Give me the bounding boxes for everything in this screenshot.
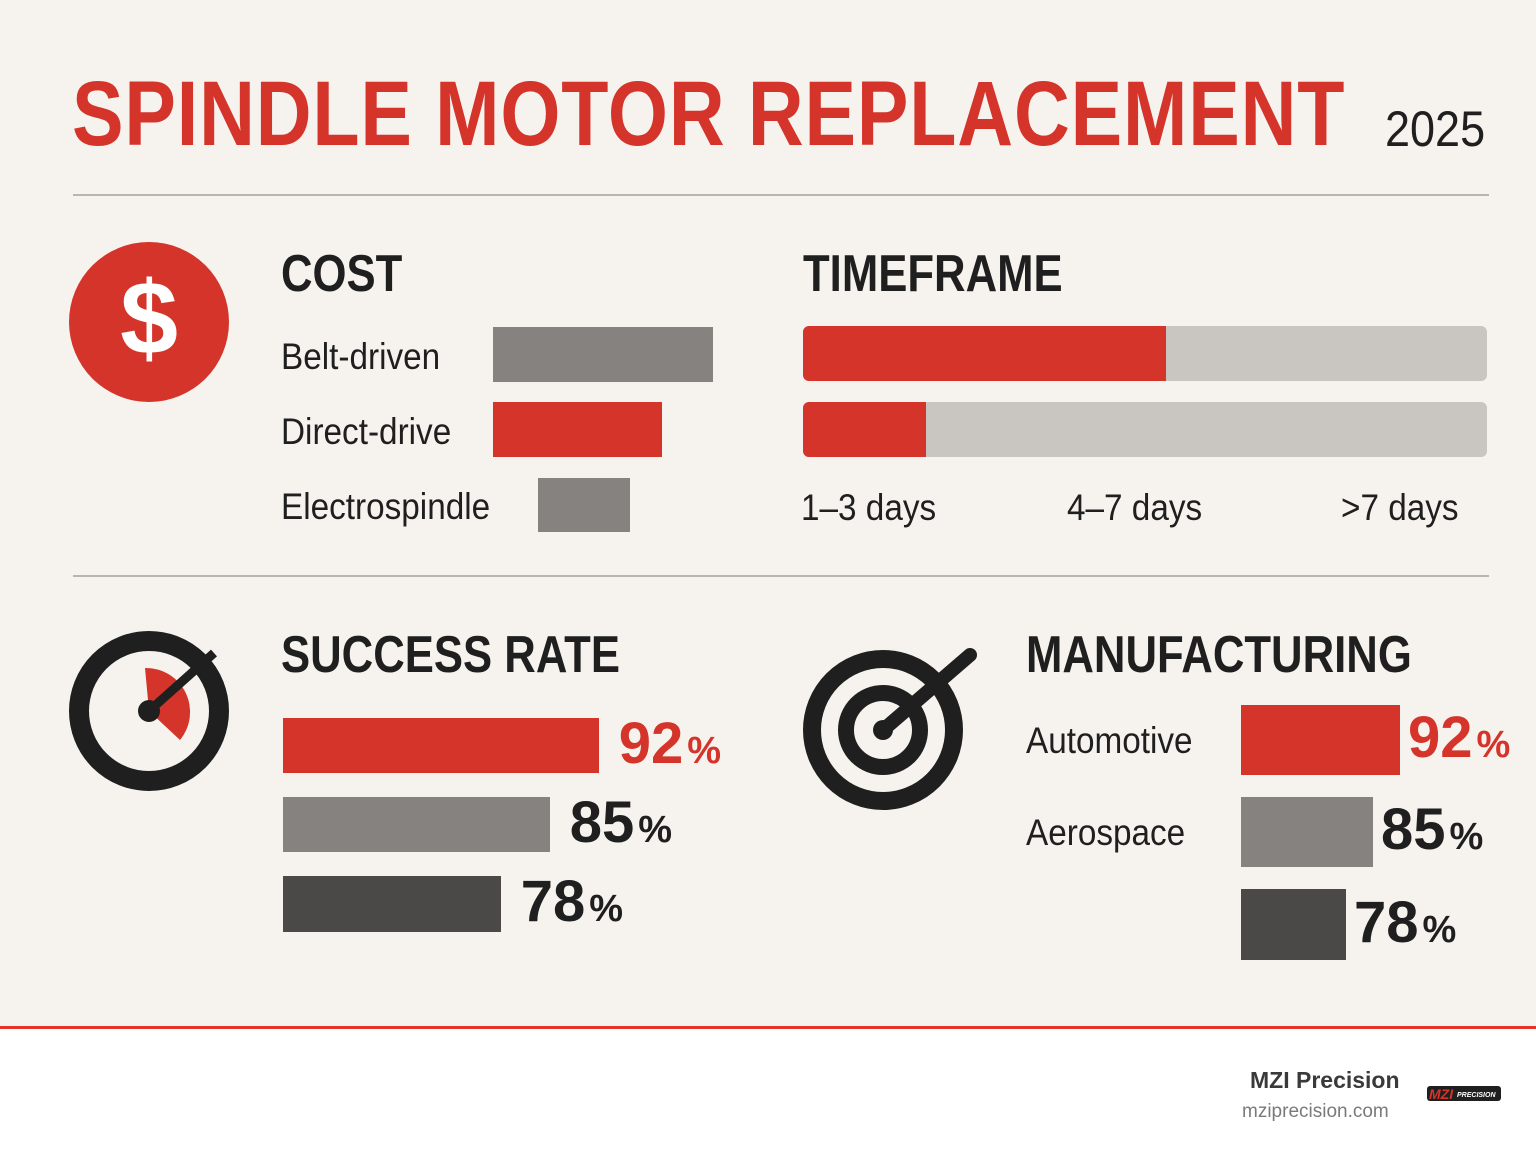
success-value-label: 85% — [570, 789, 672, 856]
cost-bar-direct — [493, 402, 663, 457]
value-number: 78 — [1353, 889, 1419, 955]
svg-text:PRECISION: PRECISION — [1457, 1092, 1496, 1099]
cost-label-belt: Belt-driven — [281, 336, 441, 377]
year-label: 2025 — [1385, 101, 1486, 157]
value-number: 85 — [1381, 797, 1446, 862]
cost-bar-belt — [493, 327, 713, 382]
timeframe-bar-2 — [803, 402, 927, 457]
manufacturing-bar-85 — [1241, 797, 1373, 867]
divider-middle — [73, 575, 1489, 577]
success-bar-78 — [283, 876, 501, 932]
manufacturing-label-automotive: Automotive — [1026, 720, 1193, 761]
mzi-logo: MZI PRECISION — [1427, 1086, 1501, 1102]
success-heading: SUCCESS RATE — [281, 626, 620, 684]
timeframe-heading: TIMEFRAME — [803, 245, 1063, 303]
svg-text:$: $ — [120, 261, 178, 377]
dollar-icon: $ — [69, 242, 229, 402]
target-icon — [803, 648, 977, 810]
timeframe-tick-2: 4–7 days — [1067, 487, 1203, 528]
cost-bar-electro — [538, 478, 631, 532]
percent-sign: % — [638, 808, 672, 851]
divider-top — [73, 194, 1489, 196]
success-value-label: 78% — [521, 868, 623, 935]
manufacturing-bar-78 — [1241, 889, 1346, 960]
cost-label-electro: Electrospindle — [281, 486, 491, 527]
website-link[interactable]: mziprecision.com — [1242, 1101, 1389, 1122]
cost-heading: COST — [281, 245, 403, 303]
page-title: SPINDLE MOTOR REPLACEMENT — [72, 63, 1346, 165]
percent-sign: % — [687, 729, 721, 772]
timeframe-track-1 — [803, 326, 1487, 381]
percent-sign: % — [1449, 816, 1484, 858]
success-bar-92 — [283, 718, 599, 773]
percent-sign: % — [1422, 908, 1457, 951]
value-number: 85 — [569, 789, 635, 855]
value-number: 92 — [1408, 705, 1473, 770]
footer: MZI Precision mziprecision.com MZI PRECI… — [0, 1026, 1536, 1157]
manufacturing-value-label: 92% — [1408, 704, 1510, 771]
gauge-icon — [69, 631, 229, 791]
value-number: 92 — [618, 710, 684, 776]
cost-label-direct: Direct-drive — [281, 411, 452, 452]
manufacturing-heading: MANUFACTURING — [1026, 626, 1412, 684]
svg-text:MZI: MZI — [1429, 1086, 1454, 1102]
company-name: MZI Precision — [1250, 1067, 1400, 1093]
timeframe-tick-1: 1–3 days — [801, 487, 937, 528]
success-value-label: 92% — [619, 710, 721, 777]
value-number: 78 — [520, 869, 586, 934]
timeframe-track-2 — [803, 402, 1487, 457]
percent-sign: % — [589, 888, 623, 930]
percent-sign: % — [1476, 724, 1511, 766]
timeframe-tick-3: >7 days — [1341, 487, 1459, 528]
manufacturing-value-label: 78% — [1354, 889, 1456, 956]
success-bar-85 — [283, 797, 550, 852]
manufacturing-label-aerospace: Aerospace — [1026, 812, 1186, 853]
manufacturing-value-label: 85% — [1381, 796, 1483, 863]
timeframe-bar-1 — [803, 326, 1166, 381]
manufacturing-bar-92 — [1241, 705, 1401, 775]
